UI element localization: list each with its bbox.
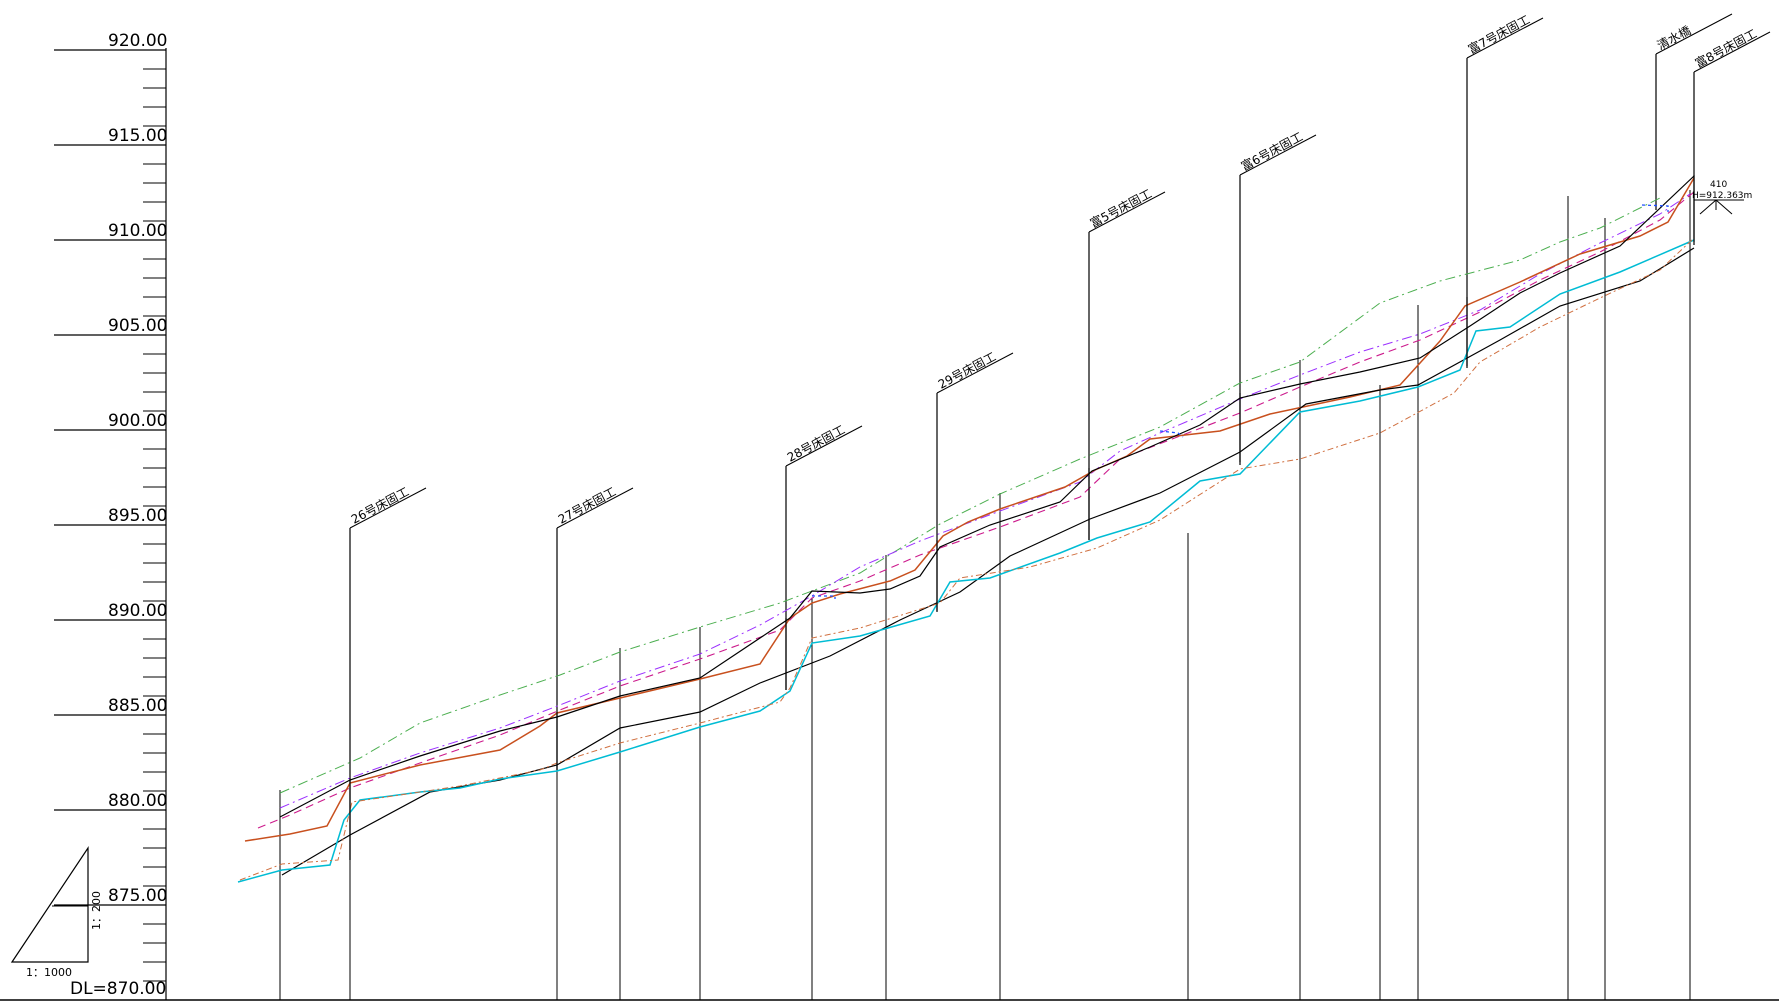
endpoint-elevation: H=912.363m [1692,191,1752,201]
endpoint-mark-right [1715,199,1733,215]
station-lines [279,190,1691,1000]
datum-label: DL=870.00 [70,979,166,999]
structure-label: 26号床固工 [349,485,411,527]
scale-indicator: 1：1000 1：200 [10,846,103,979]
elevation-label: 885.00 [108,696,167,716]
horizontal-scale-label: 1：1000 [26,966,72,979]
structure-diagonal [936,352,1014,394]
elevation-label: 905.00 [108,316,167,336]
profile-lines [237,175,1695,883]
elevation-label: 920.00 [108,31,167,51]
structure-label: 清水橋 [1655,23,1693,52]
structure-diagonal [1466,17,1544,59]
planned-line [257,191,1695,829]
structure-diagonal [785,425,863,467]
structure-label: 29号床固工 [936,350,998,392]
structure-label: 富6号床固工 [1238,129,1305,174]
structure-labels: 26号床固工 27号床固工 28号床固工 29号床固工 富5号床固工 富6号床固工 富7号床… [349,12,1771,860]
elevation-label: 890.00 [108,601,167,621]
structure-diagonal [1655,13,1733,55]
elevation-label: 895.00 [108,506,167,526]
elevation-axis: DL=870.00 920.00 915.00 910.00 905.00 900.00… [0,31,1779,1001]
endpoint-note: 410 H=912.363m [1692,180,1752,215]
water-surface-3 [1641,204,1669,212]
water-surface-1 [812,595,836,599]
vertical-scale-label: 1：200 [90,891,103,930]
structure-diagonal [1239,134,1317,176]
elevation-label: 900.00 [108,411,167,431]
elevation-label: 880.00 [108,791,167,811]
structure-label: 富7号床固工 [1465,12,1532,57]
right-bank-line [279,193,1691,809]
elevation-label: 910.00 [108,221,167,241]
elevation-label: 915.00 [108,126,167,146]
old-bed-line [237,239,1695,883]
existing-bed-line [279,175,1695,818]
structure-label: 27号床固工 [556,485,618,527]
sediment-line [239,237,1695,881]
endpoint-number: 410 [1710,180,1727,190]
structure-diagonal [1693,31,1771,73]
endpoint-mark-left [1699,199,1717,215]
water-surface-2 [1159,430,1184,438]
elevation-label: 875.00 [108,886,167,906]
structure-diagonal [349,487,427,529]
structure-label: 富5号床固工 [1087,186,1154,231]
scale-triangle [10,846,89,963]
structure-diagonal [1088,191,1166,233]
structure-label: 富8号床固工 [1692,26,1759,71]
design-bed-line [244,177,1695,842]
structure-label: 28号床固工 [785,423,847,465]
left-bank-line [279,197,1661,794]
structure-diagonal [556,487,634,529]
